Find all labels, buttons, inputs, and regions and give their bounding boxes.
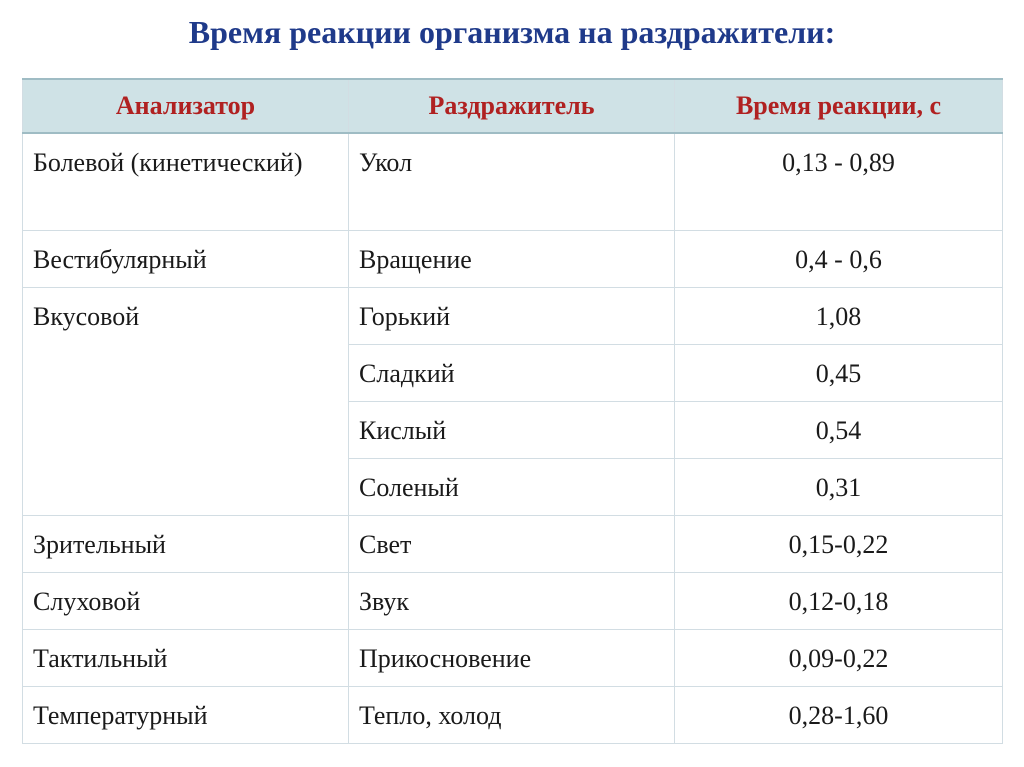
- reaction-time-cell: 1,08: [674, 287, 1003, 345]
- reaction-time-table: Анализатор Раздражитель Время реакции, с…: [22, 78, 1003, 744]
- stimulus-cell: Свет: [348, 515, 675, 573]
- stimulus-cell: Прикосновение: [348, 629, 675, 687]
- stimulus-cell: Соленый: [348, 458, 675, 516]
- reaction-time-cell: 0,15-0,22: [674, 515, 1003, 573]
- reaction-time-cell: 0,4 - 0,6: [674, 230, 1003, 288]
- analyzer-cell: Зрительный: [22, 515, 349, 573]
- table-row: Вестибулярный Вращение 0,4 - 0,6: [22, 230, 1003, 288]
- stimulus-cell: Звук: [348, 572, 675, 630]
- analyzer-cell: Болевой (кинетический): [22, 132, 349, 231]
- analyzer-cell: Вестибулярный: [22, 230, 349, 288]
- table-header-row: Анализатор Раздражитель Время реакции, с: [22, 78, 1003, 134]
- stimulus-cell: Горький: [348, 287, 675, 345]
- stimulus-cell: Сладкий: [348, 344, 675, 402]
- reaction-time-cell: 0,12-0,18: [674, 572, 1003, 630]
- header-stimulus: Раздражитель: [348, 78, 675, 134]
- analyzer-cell: Слуховой: [22, 572, 349, 630]
- reaction-time-cell: 0,09-0,22: [674, 629, 1003, 687]
- reaction-time-cell: 0,31: [674, 458, 1003, 516]
- table-row: Сладкий 0,45: [23, 344, 1003, 402]
- table-row: Слуховой Звук 0,12-0,18: [22, 572, 1003, 630]
- table-row: Вкусовой Горький 1,08: [22, 287, 1003, 516]
- analyzer-cell: Температурный: [22, 686, 349, 744]
- header-analyzer: Анализатор: [22, 78, 349, 134]
- analyzer-cell: Тактильный: [22, 629, 349, 687]
- analyzer-cell: Вкусовой: [22, 287, 349, 516]
- reaction-time-cell: 0,54: [674, 401, 1003, 459]
- page-title: Время реакции организма на раздражители:: [188, 14, 836, 50]
- table-row: Температурный Тепло, холод 0,28-1,60: [22, 686, 1003, 744]
- stimulus-cell: Тепло, холод: [348, 686, 675, 744]
- stimulus-cell: Укол: [348, 132, 675, 231]
- table-row: Зрительный Свет 0,15-0,22: [22, 515, 1003, 573]
- table-row: Тактильный Прикосновение 0,09-0,22: [22, 629, 1003, 687]
- reaction-time-cell: 0,13 - 0,89: [674, 132, 1003, 231]
- stimulus-cell: Кислый: [348, 401, 675, 459]
- table-row: Болевой (кинетический) Укол 0,13 - 0,89: [22, 132, 1003, 231]
- reaction-time-cell: 0,28-1,60: [674, 686, 1003, 744]
- header-reaction-time: Время реакции, с: [674, 78, 1003, 134]
- stimulus-cell: Вращение: [348, 230, 675, 288]
- reaction-time-cell: 0,45: [674, 344, 1003, 402]
